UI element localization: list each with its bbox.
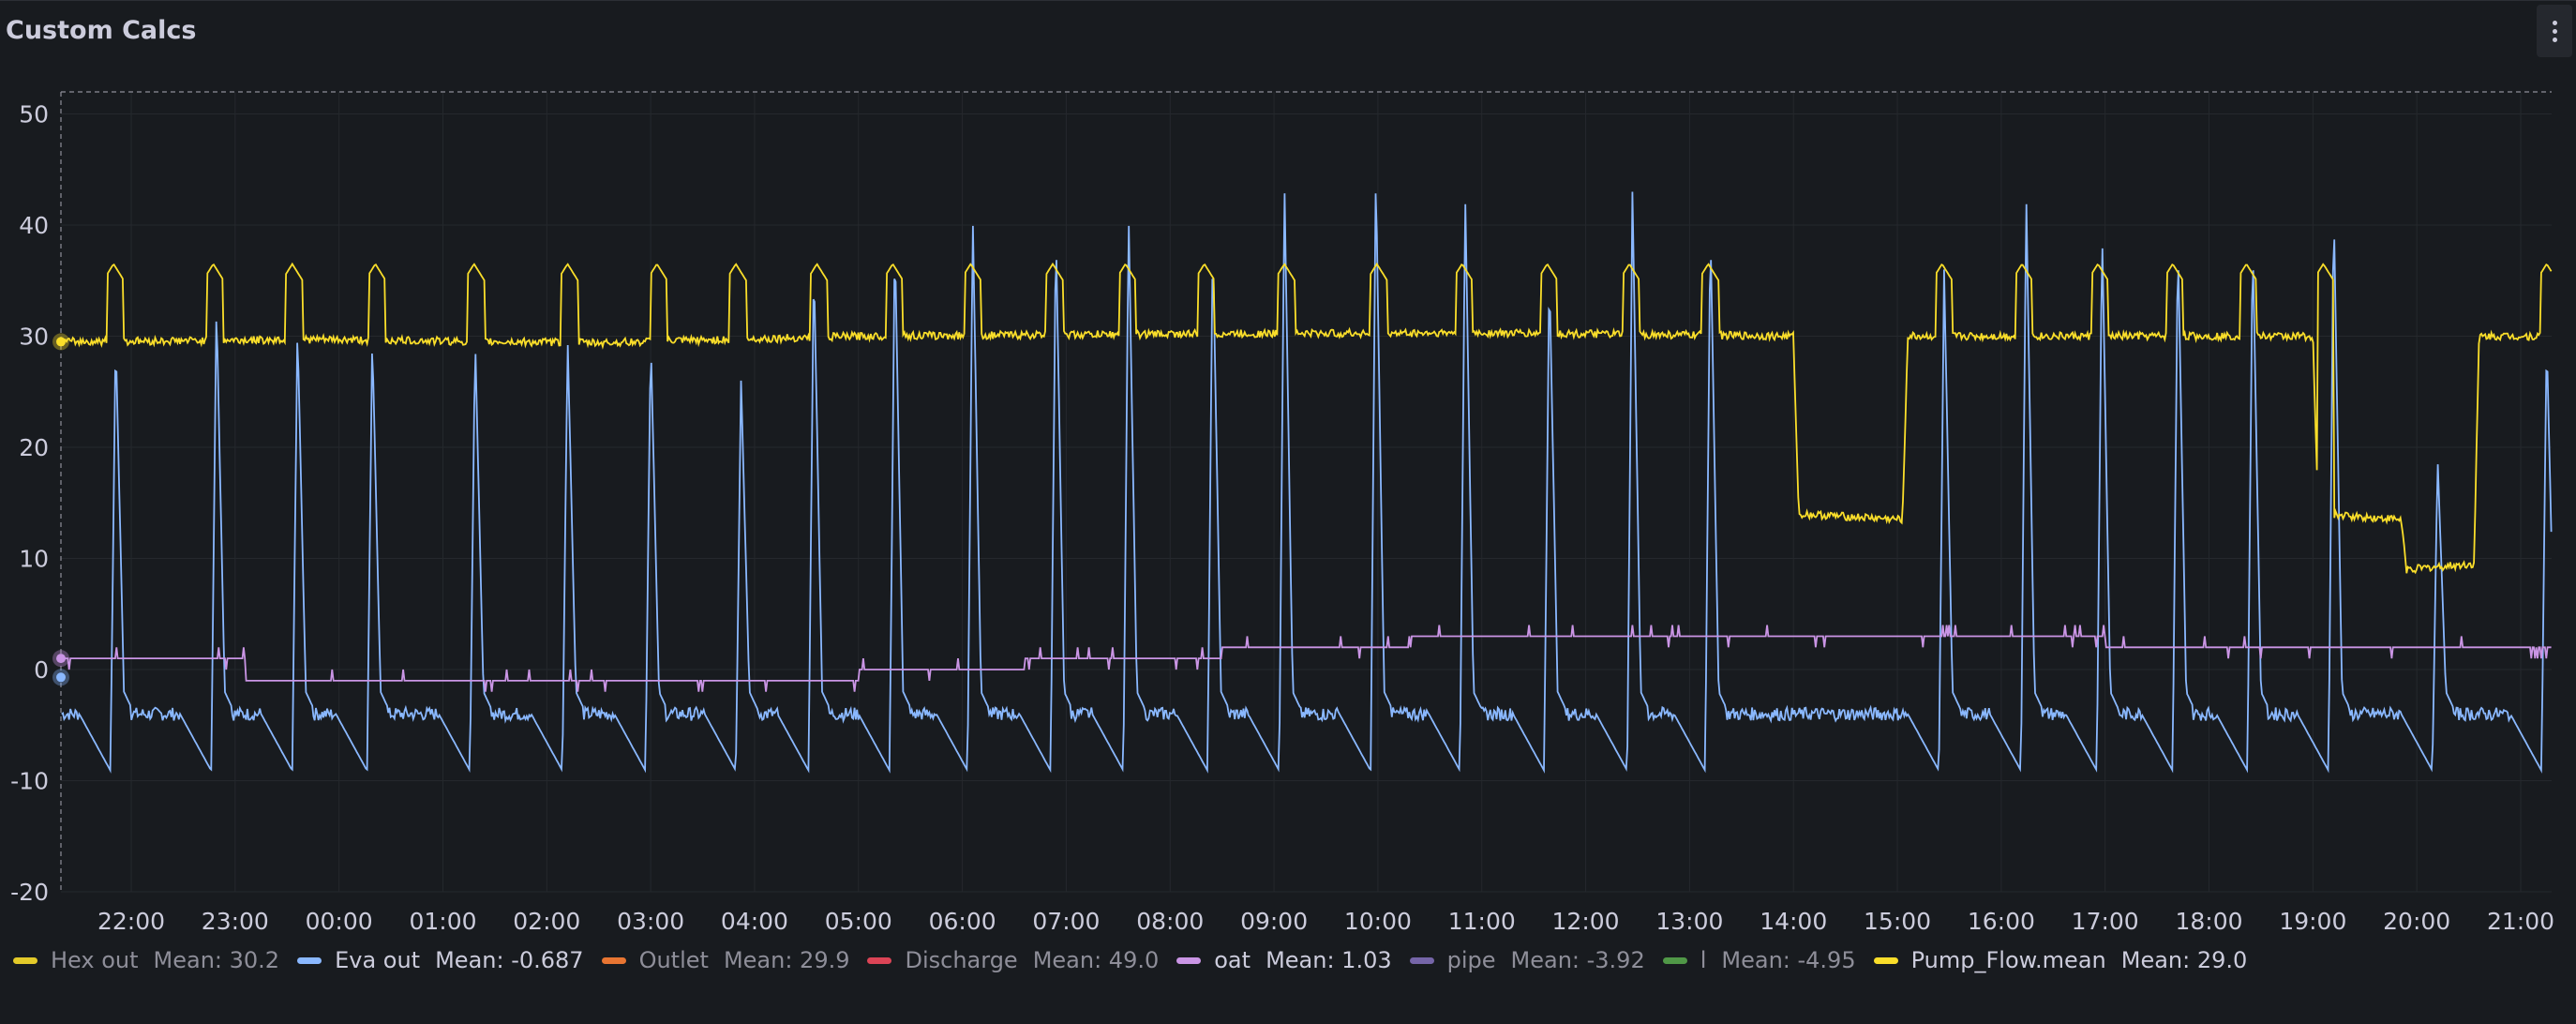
- panel-menu-button[interactable]: [2537, 5, 2572, 57]
- legend-series-name: Outlet: [638, 947, 709, 973]
- x-tick-label: 22:00: [97, 908, 165, 935]
- y-tick-label: 30: [19, 324, 49, 351]
- y-tick-label: -10: [10, 768, 49, 795]
- y-tick-label: 50: [19, 101, 49, 128]
- x-tick-label: 06:00: [929, 908, 996, 935]
- y-tick-label: 40: [19, 212, 49, 239]
- y-tick-label: 20: [19, 434, 49, 461]
- chart-legend: Hex out Mean: 30.2 Eva out Mean: -0.687 Outl…: [13, 943, 2265, 977]
- legend-series-mean: Mean: 49.0: [1032, 947, 1160, 973]
- legend-series-name: Hex out: [51, 947, 139, 973]
- x-tick-label: 17:00: [2072, 908, 2139, 935]
- x-tick-label: 01:00: [409, 908, 476, 935]
- legend-item[interactable]: Eva out Mean: -0.687: [297, 947, 584, 973]
- legend-series-mean: Mean: 30.2: [153, 947, 280, 973]
- x-tick-label: 09:00: [1240, 908, 1308, 935]
- legend-series-name: Discharge: [905, 947, 1018, 973]
- x-tick-label: 18:00: [2175, 908, 2242, 935]
- legend-series-mean: Mean: 1.03: [1266, 947, 1392, 973]
- series-line-oat: [61, 625, 2552, 692]
- marker-oat: [56, 654, 66, 664]
- legend-item[interactable]: Hex out Mean: 30.2: [13, 947, 279, 973]
- y-tick-label: 10: [19, 546, 49, 573]
- panel-header: Custom Calcs: [0, 1, 2576, 61]
- x-tick-label: 19:00: [2279, 908, 2346, 935]
- x-tick-label: 00:00: [306, 908, 373, 935]
- legend-series-mean: Mean: -0.687: [435, 947, 584, 973]
- x-tick-label: 04:00: [721, 908, 788, 935]
- kebab-dot-icon: [2553, 21, 2557, 25]
- legend-series-name: pipe: [1446, 947, 1496, 973]
- y-tick-label: -20: [10, 879, 49, 906]
- legend-item[interactable]: Pump_Flow.mean Mean: 29.0: [1873, 947, 2248, 973]
- legend-swatch-icon: [1409, 956, 1434, 964]
- legend-swatch-icon: [1873, 956, 1898, 964]
- legend-series-name: Pump_Flow.mean: [1910, 947, 2106, 973]
- legend-swatch-icon: [1176, 956, 1202, 964]
- series-line-pump-flow: [61, 262, 2553, 575]
- legend-item[interactable]: pipe Mean: -3.92: [1409, 947, 1645, 973]
- legend-series-mean: Mean: 29.9: [723, 947, 850, 973]
- legend-series-mean: Mean: 29.0: [2120, 947, 2248, 973]
- x-tick-label: 05:00: [825, 908, 892, 935]
- x-tick-label: 07:00: [1032, 908, 1100, 935]
- legend-swatch-icon: [601, 956, 626, 964]
- legend-series-mean: Mean: -3.92: [1510, 947, 1645, 973]
- legend-series-name: l: [1700, 947, 1707, 973]
- x-tick-label: 16:00: [1968, 908, 2035, 935]
- x-tick-label: 14:00: [1760, 908, 1827, 935]
- kebab-dot-icon: [2553, 38, 2557, 42]
- x-tick-label: 15:00: [1864, 908, 1931, 935]
- x-tick-label: 21:00: [2487, 908, 2554, 935]
- x-tick-label: 13:00: [1655, 908, 1723, 935]
- x-tick-label: 02:00: [513, 908, 580, 935]
- x-tick-label: 20:00: [2383, 908, 2450, 935]
- line-chart[interactable]: 50 40 30 20 10 0 -10 -20 22:00 23:00 00:00 01:00 02:…: [0, 1, 2576, 939]
- x-tick-label: 23:00: [202, 908, 269, 935]
- legend-item[interactable]: oat Mean: 1.03: [1176, 947, 1392, 973]
- legend-series-name: oat: [1214, 947, 1251, 973]
- series-line-eva-out: [61, 191, 2553, 774]
- legend-swatch-icon: [867, 956, 892, 964]
- y-tick-label: 0: [34, 656, 49, 684]
- legend-item[interactable]: Outlet Mean: 29.9: [601, 947, 850, 973]
- legend-swatch-icon: [13, 956, 37, 964]
- x-tick-label: 03:00: [617, 908, 684, 935]
- legend-series-name: Eva out: [335, 947, 421, 973]
- legend-swatch-icon: [1662, 956, 1687, 964]
- legend-series-mean: Mean: -4.95: [1721, 947, 1856, 973]
- legend-swatch-icon: [297, 956, 322, 964]
- legend-item[interactable]: l Mean: -4.95: [1662, 947, 1856, 973]
- kebab-dot-icon: [2553, 29, 2557, 34]
- marker-pump-flow: [56, 337, 66, 347]
- x-tick-label: 11:00: [1448, 908, 1516, 935]
- legend-item[interactable]: Discharge Mean: 49.0: [867, 947, 1159, 973]
- marker-eva-out: [56, 672, 66, 683]
- x-tick-label: 10:00: [1344, 908, 1412, 935]
- x-tick-label: 08:00: [1136, 908, 1204, 935]
- x-tick-label: 12:00: [1552, 908, 1620, 935]
- panel-title: Custom Calcs: [6, 16, 197, 45]
